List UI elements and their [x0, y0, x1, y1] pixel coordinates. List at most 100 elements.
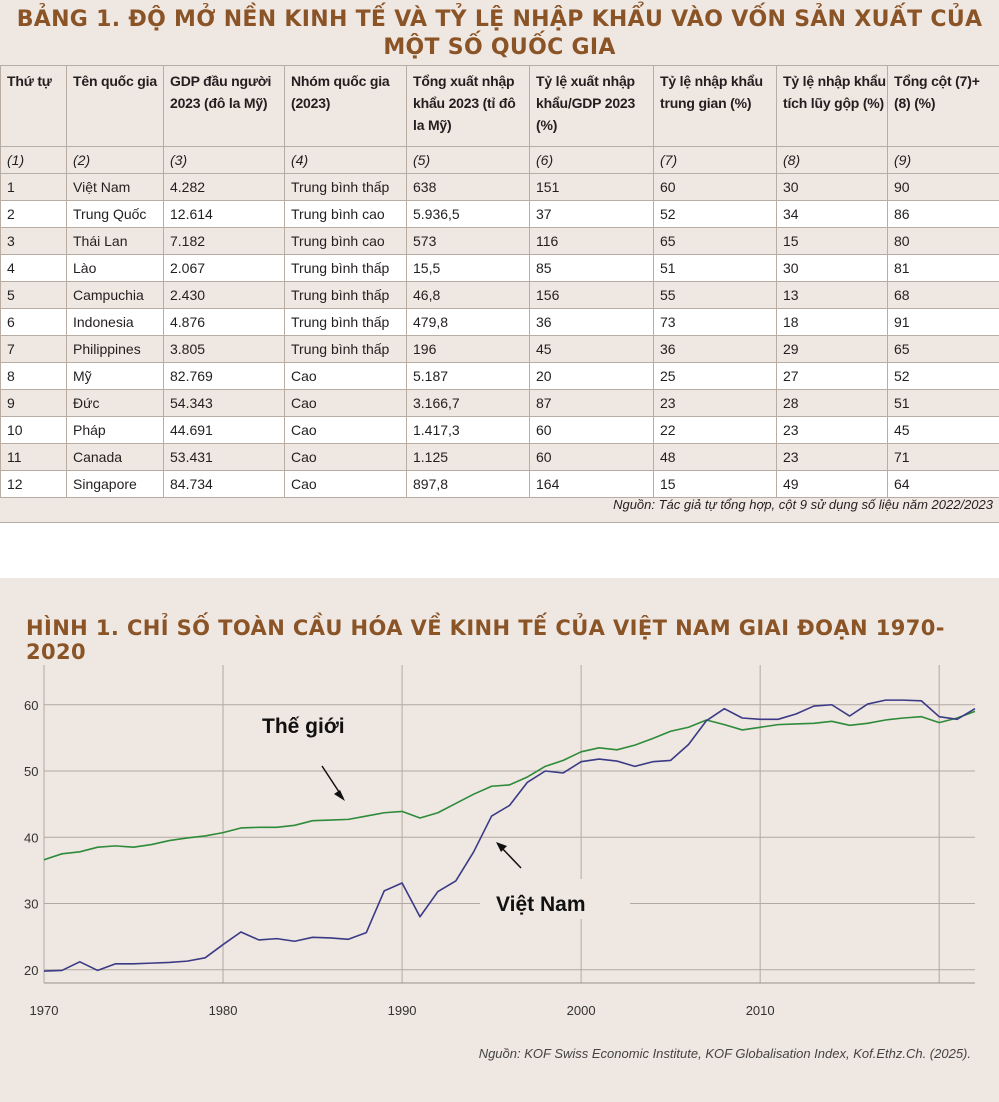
figure-section: HÌNH 1. CHỈ SỐ TOÀN CẦU HÓA VỀ KINH TẾ C… [0, 578, 999, 1102]
column-header: Nhóm quốc gia (2023) [284, 65, 407, 147]
table-cell: 5.936,5 [406, 200, 530, 228]
table-cell: Trung bình thấp [284, 335, 407, 363]
table-row: 11 Canada 53.431 Cao 1.125 60 48 23 71 [0, 443, 999, 471]
table-cell: 1.125 [406, 443, 530, 471]
table-cell: Campuchia [66, 281, 164, 309]
table-cell: Cao [284, 443, 407, 471]
table-title: BẢNG 1. ĐỘ MỞ NỀN KINH TẾ VÀ TỶ LỆ NHẬP … [0, 6, 999, 62]
table-row: 1 Việt Nam 4.282 Trung bình thấp 638 151 60 30 9… [0, 173, 999, 201]
annotation-vietnam-arrow [499, 845, 522, 869]
column-header: Tên quốc gia [66, 65, 164, 147]
column-number: (4) [284, 146, 407, 174]
table-cell: 34 [776, 200, 888, 228]
table-row: 8 Mỹ 82.769 Cao 5.187 20 25 27 52 [0, 362, 999, 390]
table-cell: 15,5 [406, 254, 530, 282]
table-cell: 2 [0, 200, 67, 228]
table-cell: 12.614 [163, 200, 285, 228]
table-title-line1: BẢNG 1. ĐỘ MỞ NỀN KINH TẾ VÀ TỶ LỆ NHẬP … [16, 7, 983, 32]
table-cell: 45 [529, 335, 654, 363]
table-cell: 2.430 [163, 281, 285, 309]
x-tick-label: 1980 [209, 1003, 238, 1018]
table-cell: Thái Lan [66, 227, 164, 255]
table-cell: 151 [529, 173, 654, 201]
table-cell: 23 [776, 416, 888, 444]
table-cell: 81 [887, 254, 999, 282]
table-cell: 1 [0, 173, 67, 201]
chart-title: HÌNH 1. CHỈ SỐ TOÀN CẦU HÓA VỀ KINH TẾ C… [26, 616, 945, 664]
table-cell: Cao [284, 416, 407, 444]
table-cell: Lào [66, 254, 164, 282]
table-cell: 60 [653, 173, 777, 201]
table-cell: 3.166,7 [406, 389, 530, 417]
table-cell: 11 [0, 443, 67, 471]
table-row: 3 Thái Lan 7.182 Trung bình cao 573 116 65 15 80 [0, 227, 999, 255]
table-row: 10 Pháp 44.691 Cao 1.417,3 60 22 23 45 [0, 416, 999, 444]
table-cell: 23 [776, 443, 888, 471]
table-cell: Trung bình thấp [284, 254, 407, 282]
table-cell: 12 [0, 470, 67, 498]
table-cell: 7 [0, 335, 67, 363]
table-cell: Singapore [66, 470, 164, 498]
table-cell: 44.691 [163, 416, 285, 444]
column-header: Thứ tự [0, 65, 67, 147]
table-cell: 54.343 [163, 389, 285, 417]
table-cell: 28 [776, 389, 888, 417]
table-cell: 80 [887, 227, 999, 255]
table-cell: Mỹ [66, 362, 164, 390]
table-row: 5 Campuchia 2.430 Trung bình thấp 46,8 156 55 1… [0, 281, 999, 309]
column-number: (3) [163, 146, 285, 174]
column-header: Tỷ lệ nhập khẩu tích lũy gộp (%) [776, 65, 888, 147]
table-cell: 5 [0, 281, 67, 309]
y-tick-label: 50 [24, 764, 38, 779]
column-number: (1) [0, 146, 67, 174]
table-cell: 156 [529, 281, 654, 309]
table-cell: 2.067 [163, 254, 285, 282]
table-row: 4 Lào 2.067 Trung bình thấp 15,5 85 51 30 81 [0, 254, 999, 282]
table-row: 9 Đức 54.343 Cao 3.166,7 87 23 28 51 [0, 389, 999, 417]
table-cell: 23 [653, 389, 777, 417]
table-cell: 64 [887, 470, 999, 498]
table-cell: 25 [653, 362, 777, 390]
column-number: (2) [66, 146, 164, 174]
table-cell: Cao [284, 470, 407, 498]
table-cell: 51 [653, 254, 777, 282]
table-cell: 638 [406, 173, 530, 201]
table-cell: 10 [0, 416, 67, 444]
table-cell: 36 [653, 335, 777, 363]
table-cell: 479,8 [406, 308, 530, 336]
table-cell: 73 [653, 308, 777, 336]
table-body: (1) (2) (3) (4) (5) (6) (7) (8) (9) 1 Việt Nam 4.28… [0, 146, 999, 498]
annotation-world-label: Thế giới [262, 715, 345, 738]
table-cell: 8 [0, 362, 67, 390]
table-cell: 49 [776, 470, 888, 498]
table-cell: 60 [529, 416, 654, 444]
y-tick-label: 20 [24, 963, 38, 978]
table-cell: Việt Nam [66, 173, 164, 201]
column-header: Tỷ lệ xuất nhập khẩu/GDP 2023 (%) [529, 65, 654, 147]
column-number: (7) [653, 146, 777, 174]
x-tick-label: 1990 [388, 1003, 417, 1018]
table-cell: Canada [66, 443, 164, 471]
table-cell: Pháp [66, 416, 164, 444]
column-number-row: (1) (2) (3) (4) (5) (6) (7) (8) (9) [0, 146, 999, 174]
table-cell: 45 [887, 416, 999, 444]
table-cell: 29 [776, 335, 888, 363]
x-tick-label: 2010 [746, 1003, 775, 1018]
column-number: (5) [406, 146, 530, 174]
table-row: 12 Singapore 84.734 Cao 897,8 164 15 49 64 [0, 470, 999, 498]
table-row: 2 Trung Quốc 12.614 Trung bình cao 5.936,5 37… [0, 200, 999, 228]
world-series-line [43, 710, 976, 861]
table-cell: 36 [529, 308, 654, 336]
table-cell: 3 [0, 227, 67, 255]
table-cell: 46,8 [406, 281, 530, 309]
table-cell: 164 [529, 470, 654, 498]
chart-source: Nguồn: KOF Swiss Economic Institute, KOF… [478, 1046, 971, 1061]
x-tick-label: 2000 [567, 1003, 596, 1018]
annotation-vietnam-label: Việt Nam [496, 893, 586, 916]
table-cell: 51 [887, 389, 999, 417]
table-cell: Đức [66, 389, 164, 417]
table-cell: 84.734 [163, 470, 285, 498]
table-cell: Cao [284, 389, 407, 417]
table-cell: 15 [776, 227, 888, 255]
table-cell: 37 [529, 200, 654, 228]
